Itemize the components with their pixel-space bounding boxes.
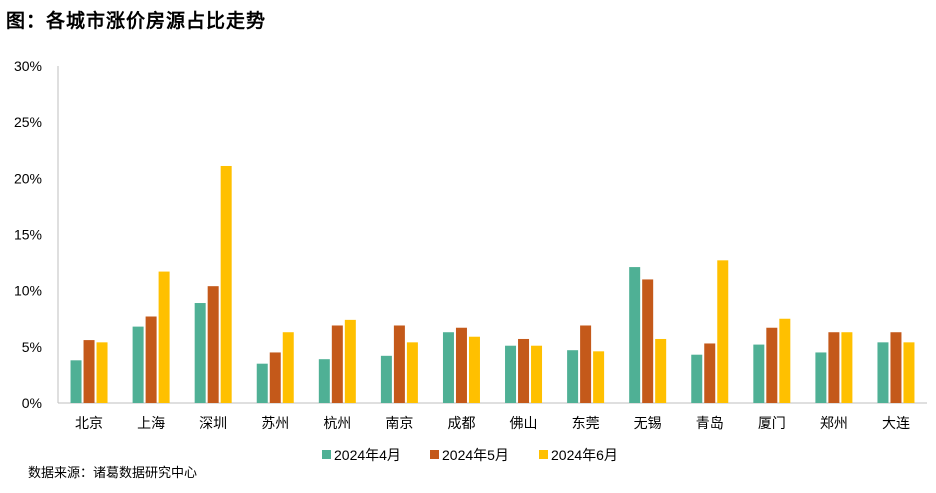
bar (158, 271, 170, 403)
x-tick-label: 南京 (385, 416, 413, 432)
bar (567, 350, 579, 403)
bar (207, 286, 219, 403)
bar (593, 351, 605, 403)
bar (406, 342, 418, 403)
bar (890, 332, 902, 403)
legend-label: 2024年4月 (334, 447, 401, 463)
y-tick-label: 10% (14, 283, 42, 299)
x-tick-label: 厦门 (758, 416, 786, 432)
bar (194, 303, 206, 403)
bar (766, 327, 778, 403)
bar (518, 338, 530, 403)
bar (70, 360, 82, 403)
bar (331, 325, 343, 403)
legend-swatch (539, 450, 548, 459)
bar (753, 344, 765, 403)
x-tick-label: 深圳 (199, 416, 227, 432)
x-tick-label: 北京 (75, 416, 103, 432)
y-tick-label: 20% (14, 170, 42, 186)
bar (393, 325, 405, 403)
bar (642, 279, 654, 403)
bar (145, 316, 157, 403)
category-labels: 北京 上海 深圳 苏州 杭州 南京 成都 佛山 东莞 无锡 青岛 厦门 郑州 大连 (75, 416, 910, 432)
bar (629, 267, 641, 403)
bar (691, 354, 703, 403)
bar (779, 318, 791, 403)
x-tick-label: 苏州 (261, 416, 289, 432)
bar (318, 359, 330, 403)
legend-label: 2024年5月 (442, 447, 509, 463)
bar (468, 336, 480, 403)
bar (655, 338, 667, 403)
y-tick-label: 0% (22, 395, 42, 411)
bar (455, 327, 467, 403)
legend-label: 2024年6月 (551, 447, 618, 463)
legend-swatch (322, 450, 331, 459)
data-source-note: 数据来源：诸葛数据研究中心 (28, 466, 198, 481)
x-tick-label: 郑州 (820, 416, 848, 432)
x-tick-label: 佛山 (510, 416, 538, 432)
x-tick-label: 杭州 (323, 416, 351, 432)
legend: 2024年4月 2024年5月 2024年6月 (322, 447, 618, 463)
bar (580, 325, 592, 403)
bars (70, 165, 915, 403)
x-tick-label: 无锡 (634, 416, 662, 432)
x-tick-label: 上海 (137, 416, 165, 432)
bar (380, 355, 392, 403)
bar (344, 319, 356, 403)
y-tick-label: 25% (14, 114, 42, 130)
bar (903, 342, 915, 403)
bar (828, 332, 840, 403)
x-tick-label: 东莞 (572, 416, 600, 432)
y-tick-label: 15% (14, 227, 42, 243)
bar (442, 332, 454, 403)
bar (505, 345, 517, 403)
bar (531, 345, 543, 403)
bar (269, 352, 281, 403)
bar (282, 332, 294, 403)
bar (877, 342, 889, 403)
bar (815, 352, 827, 403)
axes: 0% 5% 10% 15% 20% 25% 30% (14, 58, 927, 411)
legend-swatch (430, 450, 439, 459)
chart-title: 图：各城市涨价房源占比走势 (6, 10, 267, 32)
bar (220, 165, 232, 403)
bar (256, 363, 268, 403)
x-tick-label: 大连 (882, 416, 910, 432)
bar (841, 332, 853, 403)
bar (704, 343, 716, 403)
y-tick-label: 30% (14, 58, 42, 74)
bar (96, 342, 108, 403)
x-tick-label: 青岛 (696, 416, 724, 432)
bar (132, 326, 144, 403)
bar (717, 260, 729, 403)
y-tick-label: 5% (22, 339, 42, 355)
x-tick-label: 成都 (447, 416, 475, 432)
bar (83, 340, 95, 403)
